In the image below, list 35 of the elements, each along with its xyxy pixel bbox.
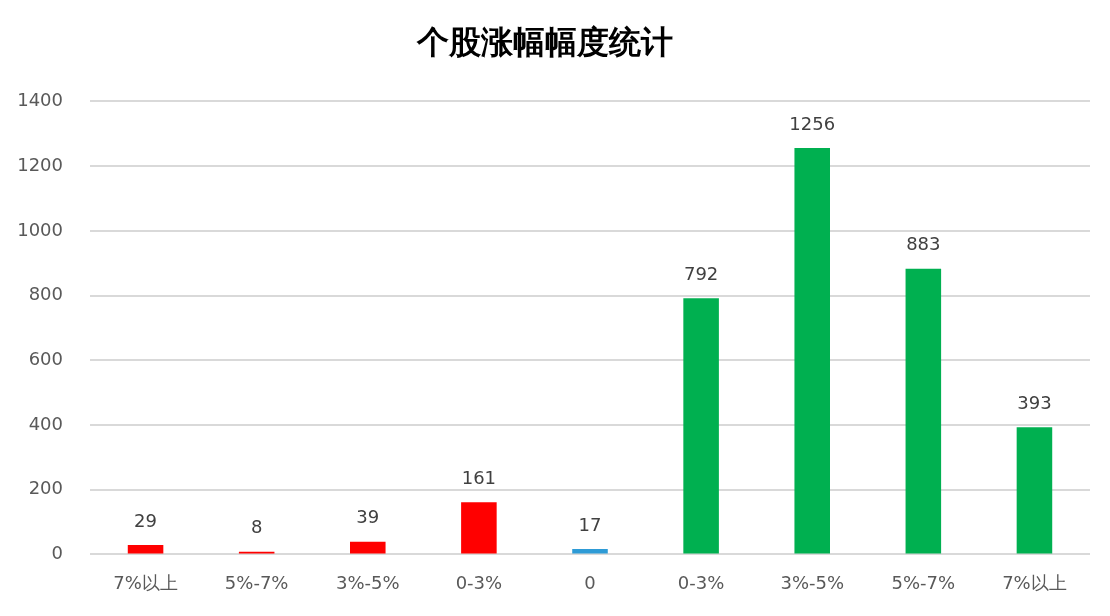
data-label: 393 [1017, 391, 1052, 413]
data-label: 39 [356, 506, 380, 528]
y-tick-label: 800 [28, 283, 63, 305]
x-tick-label: 5%-7% [891, 571, 956, 593]
y-tick-label: 0 [51, 542, 63, 564]
y-tick-label: 400 [28, 412, 63, 434]
data-label: 8 [250, 516, 263, 538]
bar [1016, 427, 1053, 554]
bar [127, 545, 164, 554]
data-label: 161 [461, 466, 497, 488]
data-label: 17 [578, 513, 602, 535]
bar [572, 548, 608, 554]
x-tick-label: 3%-5% [780, 571, 845, 593]
y-tick-label: 1200 [17, 153, 63, 175]
y-tick-label: 200 [28, 477, 63, 499]
x-tick-label: 5%-7% [224, 571, 289, 593]
x-tick-label: 7%以上 [1002, 571, 1067, 593]
data-label: 792 [683, 262, 719, 284]
y-tick-label: 600 [28, 347, 63, 369]
bar [794, 147, 830, 554]
x-tick-label: 0 [584, 571, 596, 593]
x-tick-label: 3%-5% [335, 571, 400, 593]
y-tick-label: 1400 [17, 89, 63, 111]
data-label: 1256 [789, 112, 836, 134]
y-tick-label: 1000 [17, 218, 63, 240]
bar [461, 502, 497, 554]
bar [905, 268, 942, 554]
bar [683, 298, 719, 554]
x-tick-label: 0-3% [455, 571, 503, 593]
bar [350, 541, 386, 554]
x-tick-label: 0-3% [677, 571, 725, 593]
x-tick-label: 7%以上 [113, 571, 178, 593]
data-label: 883 [906, 233, 941, 255]
chart-title: 个股涨幅幅度统计 [416, 22, 673, 61]
data-label: 29 [134, 509, 158, 531]
